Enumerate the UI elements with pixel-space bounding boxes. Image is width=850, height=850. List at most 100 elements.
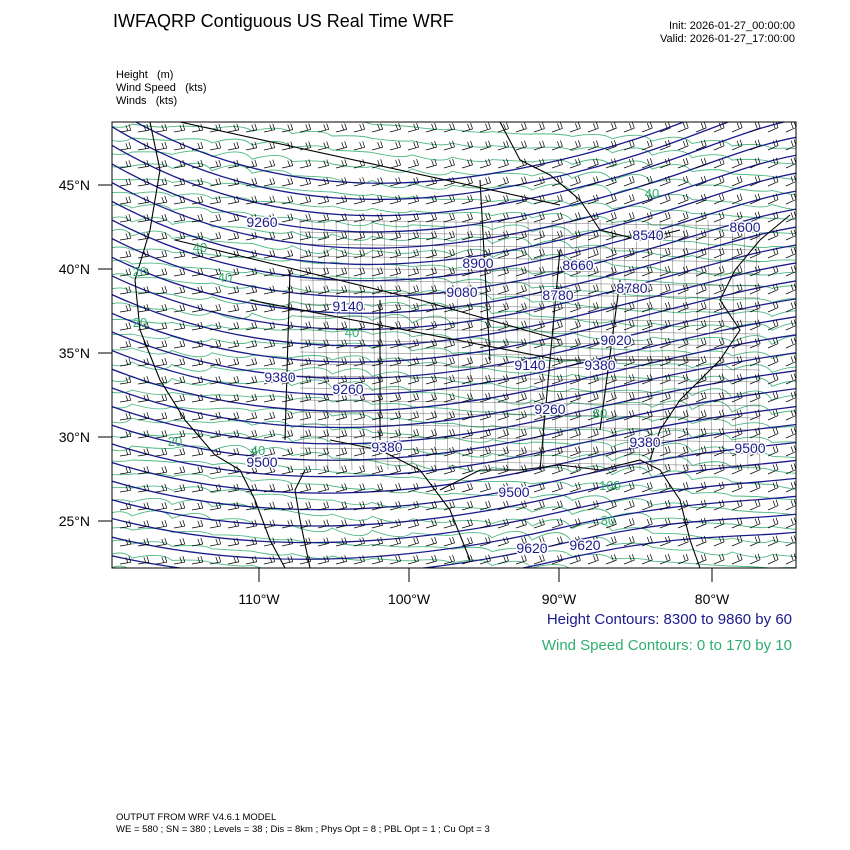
wind-barb <box>227 453 239 457</box>
county-line <box>659 219 665 471</box>
wind-barb <box>209 453 221 457</box>
wind-barb-flag <box>146 142 150 149</box>
wind-barb <box>335 489 347 493</box>
wind-barb-flag <box>215 196 219 203</box>
wind-barb-flag <box>362 321 365 328</box>
county-line <box>311 219 317 471</box>
wind-barb-flag <box>251 484 255 491</box>
wind-barb-flag <box>575 465 578 472</box>
wind-barb <box>191 165 203 169</box>
county-line <box>527 219 533 471</box>
wind-barb <box>209 255 221 259</box>
wind-barb-flag <box>305 448 309 455</box>
wind-barb-flag <box>488 230 491 237</box>
wind-barb-flag <box>790 536 794 543</box>
wind-barb-flag <box>790 518 794 525</box>
wind-barb <box>353 380 365 385</box>
wind-barb-flag <box>161 125 165 131</box>
wind-barb-flag <box>524 248 527 255</box>
wind-barb-flag <box>287 502 291 509</box>
wind-barb-flag <box>164 178 168 185</box>
wind-barb <box>317 165 329 169</box>
wind-barb <box>641 559 653 565</box>
height-contour-line <box>112 477 796 544</box>
wind-barb <box>425 254 437 259</box>
wind-barb <box>515 488 527 493</box>
wind-barb-flag <box>739 409 743 416</box>
wind-barb-flag <box>449 249 452 256</box>
wind-barb <box>767 181 779 187</box>
wind-barb <box>353 542 365 547</box>
wind-barb <box>713 199 725 205</box>
wind-barb <box>749 325 761 331</box>
wind-barb <box>371 560 383 565</box>
wind-barb-flag <box>470 338 473 345</box>
wind-barb <box>389 128 401 133</box>
wind-barb-flag <box>560 158 563 165</box>
wind-barb-flag <box>506 230 509 237</box>
wind-barb-flag <box>434 410 437 418</box>
wind-barb-flag <box>664 194 668 201</box>
wind-barb-flag <box>215 322 219 329</box>
wind-barb <box>155 381 167 385</box>
wind-barb-flag <box>251 448 255 455</box>
wind-barb <box>515 524 527 529</box>
wind-barb-flag <box>161 359 165 365</box>
wind-barb <box>479 362 491 367</box>
wind-barb-flag <box>161 143 165 149</box>
wind-barb <box>695 451 707 457</box>
wind-barb-flag <box>272 195 276 202</box>
wind-barb-flag <box>628 285 632 291</box>
wind-barb-flag <box>470 212 473 219</box>
wind-barb-flag <box>664 158 668 165</box>
wind-barb <box>263 381 275 385</box>
wind-barb-flag <box>721 481 725 488</box>
wind-barb-flag <box>649 517 653 525</box>
wind-barb <box>731 361 743 367</box>
wind-barb-flag <box>341 394 345 401</box>
wind-barb <box>479 146 491 151</box>
wind-barb-flag <box>182 249 186 257</box>
wind-barb-flag <box>323 196 327 203</box>
wind-barb-flag <box>254 465 258 472</box>
wind-barb-flag <box>560 140 563 147</box>
wind-barb-flag <box>485 177 488 184</box>
wind-barb-flag <box>667 175 671 183</box>
wind-barb-flag <box>344 519 348 526</box>
wind-barb-flag <box>398 267 401 274</box>
wind-barb-flag <box>182 447 186 455</box>
wind-barb-flag <box>434 500 437 508</box>
wind-barb-flag <box>128 304 132 311</box>
wind-barb <box>425 398 437 403</box>
wind-barb-flag <box>560 194 563 201</box>
wind-barb-flag <box>161 269 165 275</box>
wind-barb-flag <box>287 448 291 455</box>
wind-barb-flag <box>664 374 668 381</box>
wind-barb-flag <box>362 375 365 382</box>
wind-barb-flag <box>305 376 309 383</box>
wind-barb <box>749 505 761 511</box>
wind-barb-flag <box>485 429 488 436</box>
wind-barb <box>191 237 203 241</box>
wind-barb <box>155 345 167 349</box>
wind-barb-flag <box>254 195 258 202</box>
wind-barb-flag <box>431 177 434 184</box>
wind-barb-flag <box>200 501 204 509</box>
wind-barb <box>191 363 203 367</box>
wind-barb <box>749 469 761 475</box>
wind-barb-flag <box>628 519 632 525</box>
wind-barb-flag <box>700 554 704 561</box>
wind-barb <box>515 380 527 385</box>
wind-barb-flag <box>614 140 617 147</box>
wind-barb <box>245 453 257 457</box>
wind-barb-flag <box>646 266 650 273</box>
county-line <box>431 219 437 471</box>
wind-barb <box>605 379 617 385</box>
wind-barb-flag <box>557 501 560 508</box>
wind-barb <box>461 218 473 223</box>
wind-barb-flag <box>790 266 794 273</box>
wind-barb-flag <box>146 556 150 563</box>
wind-barb-flag <box>125 413 129 419</box>
wind-barb-flag <box>290 159 294 166</box>
wind-barb-flag <box>467 267 470 274</box>
